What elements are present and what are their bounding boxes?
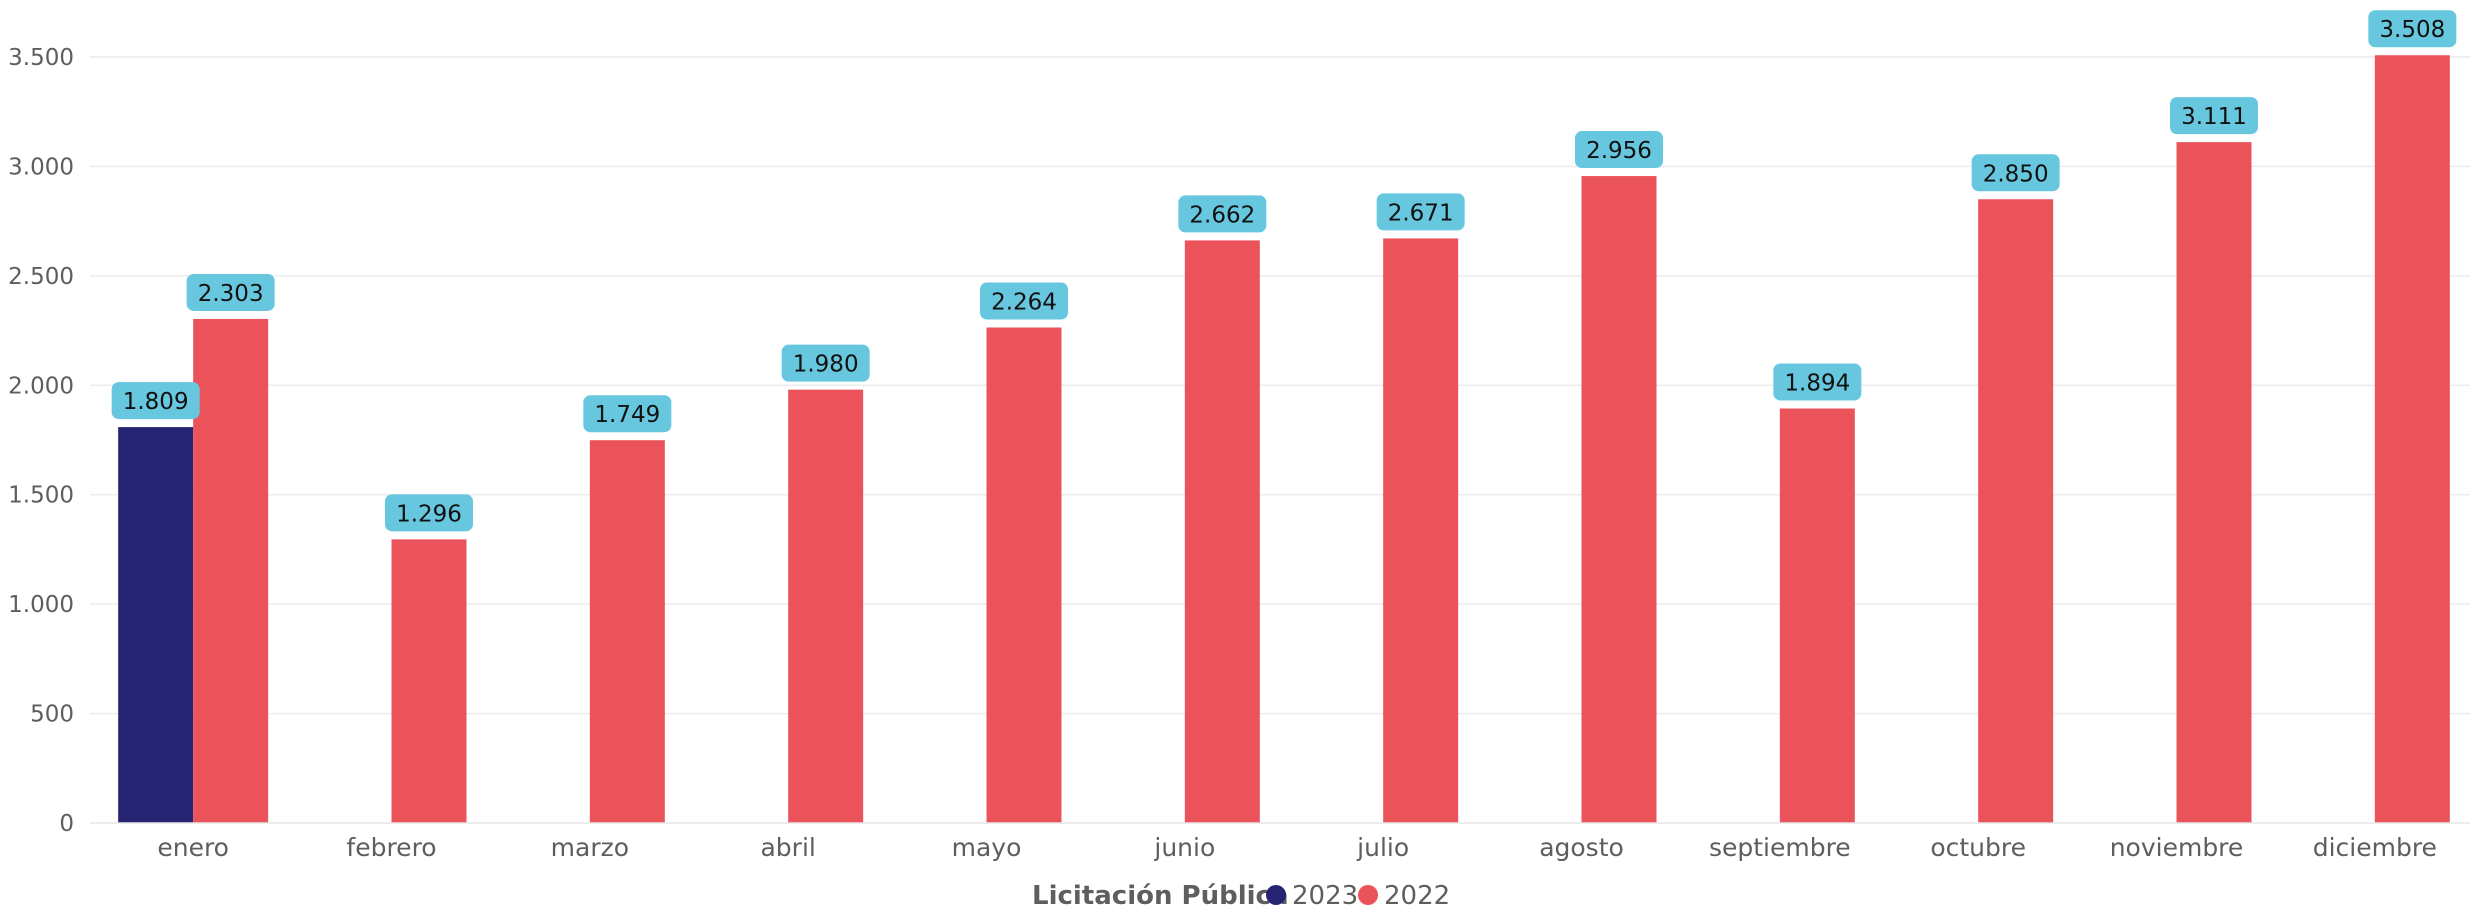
data-label-box [111, 382, 200, 420]
data-label-box [583, 395, 672, 433]
bar-2022-agosto[interactable] [1581, 176, 1657, 823]
data-label: 1.980 [793, 352, 859, 378]
bar-2022-marzo[interactable] [589, 440, 665, 823]
data-label-box [781, 344, 870, 382]
y-tick-label: 2.000 [8, 373, 74, 399]
x-tick-label: noviembre [2110, 833, 2244, 862]
x-tick-label: diciembre [2313, 833, 2437, 862]
data-label: 2.850 [1983, 161, 2049, 187]
data-label-box [385, 494, 473, 532]
gridlines [90, 56, 2470, 715]
y-tick-label: 3.000 [8, 154, 74, 180]
data-label: 1.296 [396, 501, 462, 527]
y-axis: 0 500 1.000 1.500 2.000 2.500 3.000 3.500 [8, 45, 74, 837]
data-label-box [2368, 10, 2457, 48]
y-tick-label: 2.500 [8, 264, 74, 290]
x-tick-label: mayo [952, 833, 1022, 862]
data-label-box [186, 273, 275, 311]
bar-2022-mayo[interactable] [986, 327, 1062, 823]
data-label-box [1178, 195, 1267, 233]
bar-2022-junio[interactable] [1184, 240, 1260, 823]
x-axis: enero febrero marzo abril mayo junio julio agos… [90, 822, 2470, 862]
bars [118, 55, 2450, 824]
legend-marker-2023 [1266, 885, 1286, 905]
x-tick-label: abril [760, 833, 815, 862]
bar-2023-enero[interactable] [118, 427, 194, 823]
x-tick-label: julio [1356, 833, 1409, 862]
bar-2022-diciembre[interactable] [2374, 55, 2450, 823]
bar-2022-abril[interactable] [788, 389, 864, 823]
data-label: 2.264 [991, 290, 1057, 316]
data-label-box [1575, 131, 1663, 169]
data-label-box [1773, 363, 1862, 401]
x-tick-label: junio [1153, 833, 1215, 862]
y-tick-label: 1.500 [8, 483, 74, 509]
data-label: 3.111 [2181, 104, 2247, 130]
bar-2022-septiembre[interactable] [1779, 408, 1855, 823]
x-tick-label: enero [157, 833, 229, 862]
y-tick-label: 500 [30, 702, 74, 728]
data-label: 2.303 [198, 281, 264, 307]
data-labels: 1.809 2.303 1.296 1.749 1.980 2.264 2.662 2.671… [111, 10, 2457, 532]
legend-title: Licitación Pública [1032, 881, 1288, 911]
x-tick-label: marzo [551, 833, 629, 862]
data-label: 1.749 [594, 402, 660, 428]
x-tick-label: octubre [1930, 833, 2026, 862]
data-label-box [980, 282, 1068, 320]
data-label: 3.508 [2379, 17, 2445, 43]
data-label: 1.809 [123, 389, 189, 415]
legend-item-2022[interactable]: 2022 [1384, 881, 1450, 911]
x-tick-label: septiembre [1709, 833, 1851, 862]
x-tick-label: agosto [1539, 833, 1624, 862]
bar-2022-julio[interactable] [1383, 238, 1459, 824]
data-label: 2.671 [1388, 200, 1454, 226]
data-label: 1.894 [1784, 370, 1850, 396]
legend-marker-2022 [1358, 885, 1378, 905]
data-label-box [1376, 193, 1465, 231]
x-tick-label: febrero [346, 833, 436, 862]
y-tick-label: 0 [59, 811, 74, 837]
data-label: 2.956 [1586, 138, 1652, 164]
y-tick-label: 1.000 [8, 592, 74, 618]
legend-item-2023[interactable]: 2023 [1292, 881, 1358, 911]
legend[interactable]: Licitación Pública 2023 2022 [1032, 881, 1450, 911]
data-label-box [1971, 154, 2060, 192]
bar-2022-enero[interactable] [193, 318, 269, 823]
data-label: 2.662 [1189, 202, 1255, 228]
bar-2022-noviembre[interactable] [2176, 142, 2252, 823]
bar-2022-octubre[interactable] [1978, 199, 2054, 823]
data-label-box [2170, 97, 2258, 135]
y-tick-label: 3.500 [8, 45, 74, 71]
bar-2022-febrero[interactable] [391, 539, 467, 823]
